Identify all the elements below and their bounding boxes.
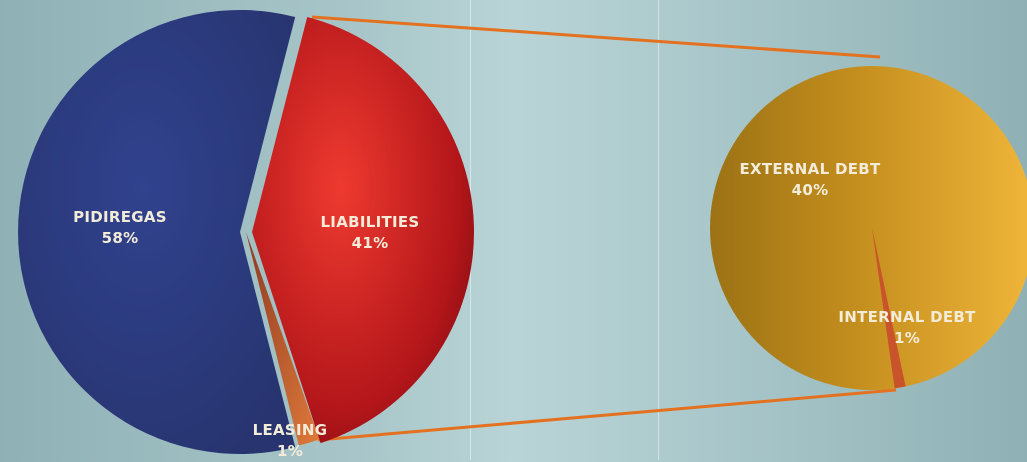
slice-name-pidiregas: PIDIREGAS [73,208,167,226]
slice-name-external-debt: EXTERNAL DEBT [739,160,881,178]
connector-line-top [311,15,881,59]
slice-label-pidiregas: PIDIREGAS 58% [55,207,185,249]
slice-value-leasing: 1% [276,442,304,460]
slice-name-leasing: LEASING [252,421,328,439]
pie-slice-leasing [246,232,320,446]
slice-value-internal-debt: 1% [893,329,921,347]
pie-slice-external-debt [710,66,1027,390]
slice-label-liabilities: LIABILITIES 41% [300,212,440,254]
connector-line-bottom [317,388,897,442]
slice-value-external-debt: 40% [791,181,829,199]
pie-slice-liabilities [252,16,474,444]
slice-name-liabilities: LIABILITIES [320,213,420,231]
slice-value-liabilities: 41% [351,234,389,252]
slice-label-internal-debt: INTERNAL DEBT 1% [822,307,992,349]
slice-value-pidiregas: 58% [101,229,139,247]
pie-slice-pidiregas [18,10,296,454]
slice-label-leasing: LEASING 1% [230,420,350,462]
background-divider-right [658,0,659,460]
pie-slice-internal-debt [872,228,906,389]
slice-label-external-debt: EXTERNAL DEBT 40% [730,159,890,201]
slice-name-internal-debt: INTERNAL DEBT [838,308,976,326]
